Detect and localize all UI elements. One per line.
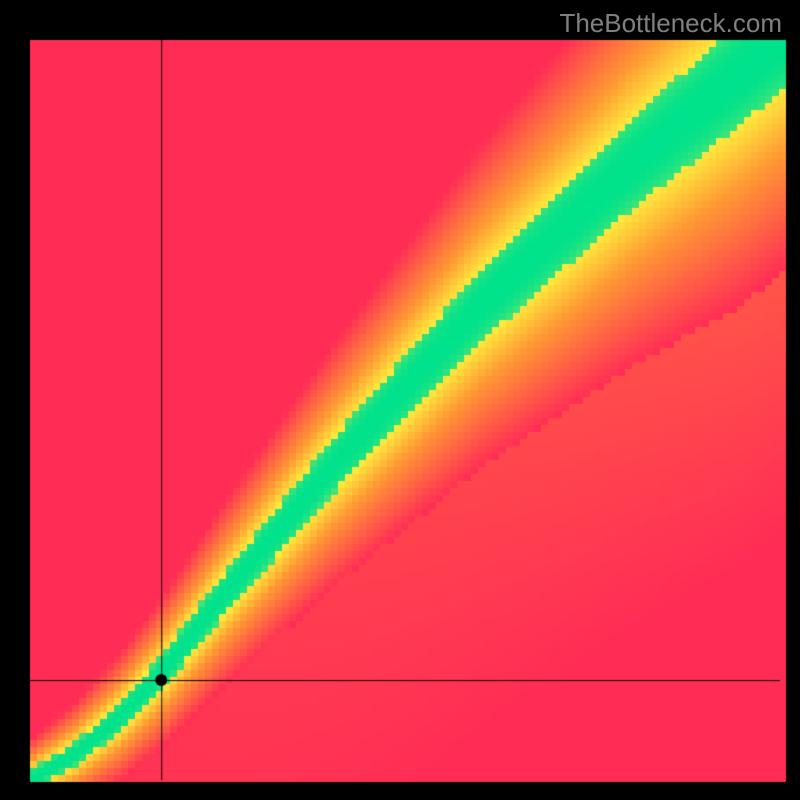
watermark-text: TheBottleneck.com <box>559 8 782 39</box>
chart-container: { "watermark": { "text": "TheBottleneck.… <box>0 0 800 800</box>
crosshair-overlay <box>0 0 800 800</box>
